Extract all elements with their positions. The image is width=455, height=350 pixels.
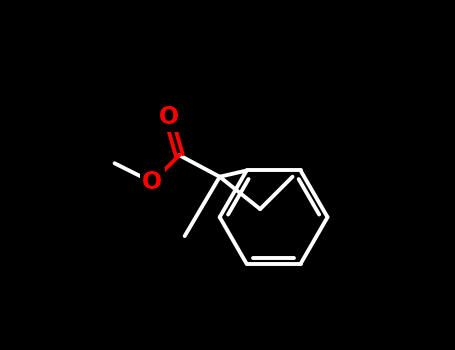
- Text: O: O: [158, 105, 178, 130]
- Text: O: O: [142, 170, 162, 194]
